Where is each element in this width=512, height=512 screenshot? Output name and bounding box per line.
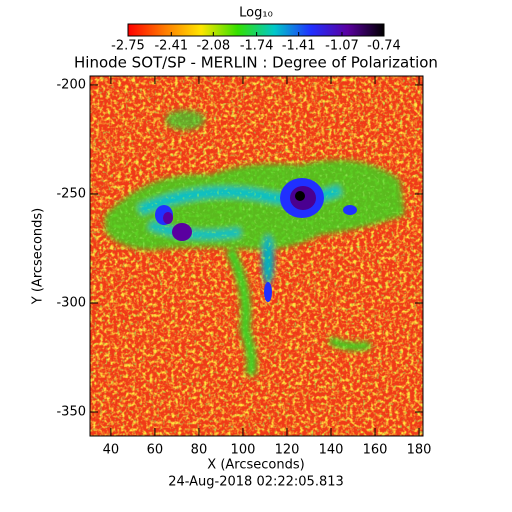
colorbar-tick-label: -2.41 xyxy=(154,39,188,54)
colorbar-tick-label: -1.74 xyxy=(240,39,274,54)
x-axis-label: X (Arcseconds) xyxy=(207,458,304,473)
footer-date: 24-Aug-2018 02:22:05.813 xyxy=(168,475,344,490)
y-tick-label: -300 xyxy=(56,295,86,310)
colorbar-tick-label: -1.07 xyxy=(325,39,359,54)
y-axis-label: Y (Arcseconds) xyxy=(31,208,46,305)
chart-title: Hinode SOT/SP - MERLIN : Degree of Polar… xyxy=(74,54,438,72)
colorbar xyxy=(127,23,385,37)
x-tick-label: 120 xyxy=(275,443,300,458)
y-tick-label: -250 xyxy=(56,186,86,201)
x-tick-label: 100 xyxy=(231,443,256,458)
colorbar-title: Log₁₀ xyxy=(239,6,273,21)
x-tick-label: 180 xyxy=(407,443,432,458)
x-tick-label: 60 xyxy=(147,443,164,458)
colorbar-tick-label: -2.08 xyxy=(197,39,231,54)
colorbar-tick-label: -0.74 xyxy=(367,39,401,54)
x-tick-label: 160 xyxy=(363,443,388,458)
plot-frame xyxy=(89,75,424,437)
x-tick-label: 140 xyxy=(319,443,344,458)
x-tick-label: 80 xyxy=(191,443,208,458)
polarization-map xyxy=(90,76,423,436)
y-tick-label: -350 xyxy=(56,405,86,420)
x-tick-label: 40 xyxy=(103,443,120,458)
colorbar-tick-label: -1.41 xyxy=(282,39,316,54)
y-tick-label: -200 xyxy=(56,77,86,92)
colorbar-tick-label: -2.75 xyxy=(111,39,145,54)
